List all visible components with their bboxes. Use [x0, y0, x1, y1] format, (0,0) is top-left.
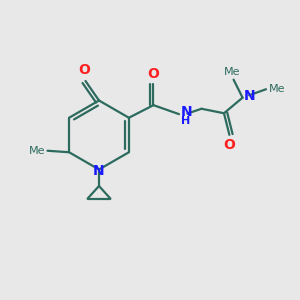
Text: O: O — [224, 139, 235, 152]
Text: O: O — [148, 67, 159, 80]
Text: N: N — [93, 164, 105, 178]
Text: H: H — [181, 116, 190, 126]
Text: N: N — [244, 89, 256, 103]
Text: O: O — [78, 63, 90, 77]
Text: N: N — [181, 105, 192, 119]
Text: Me: Me — [224, 67, 240, 77]
Text: Me: Me — [268, 84, 285, 94]
Text: Me: Me — [28, 146, 45, 156]
